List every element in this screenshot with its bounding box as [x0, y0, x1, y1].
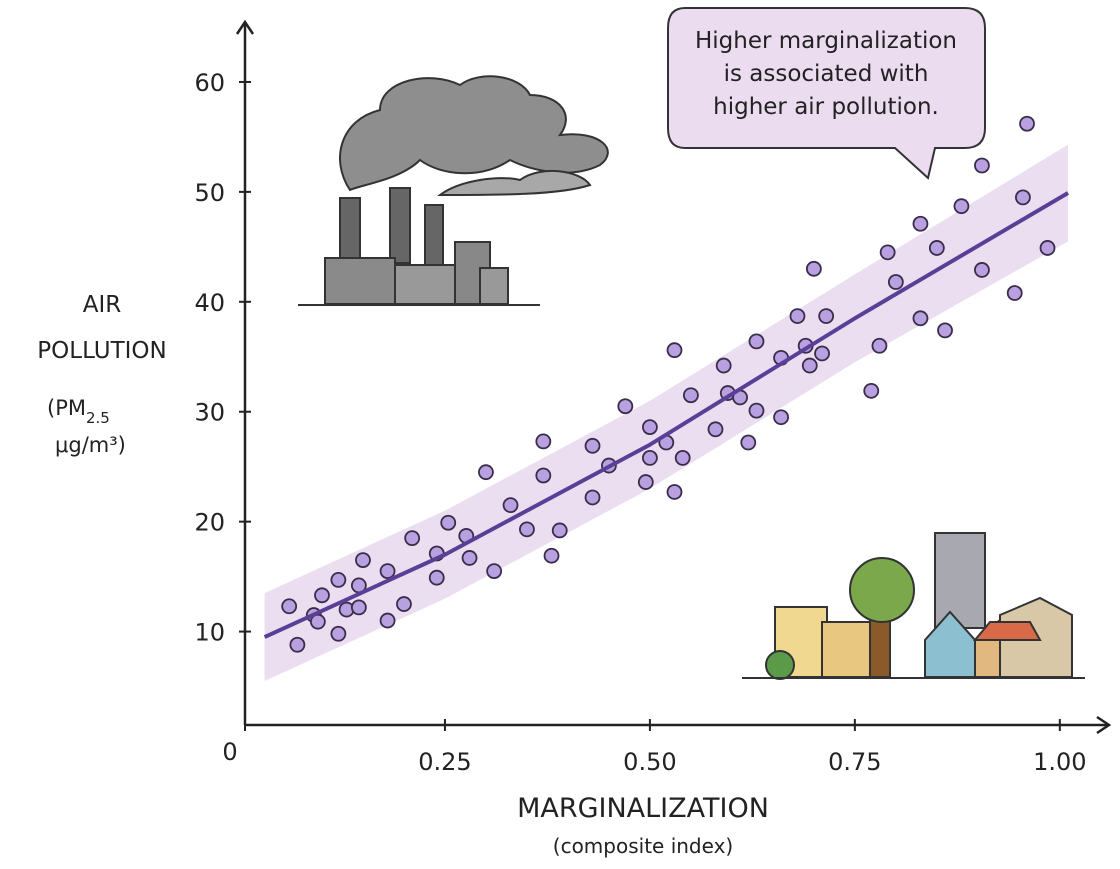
- y-tick-label: 20: [194, 509, 225, 537]
- x-tick-label: 0.75: [828, 748, 881, 776]
- data-point: [814, 345, 830, 362]
- data-point: [1006, 285, 1023, 301]
- data-point: [350, 599, 367, 616]
- data-point: [478, 464, 494, 481]
- data-point: [863, 382, 880, 399]
- y-tick-label: 30: [194, 399, 225, 427]
- town-illustration: [742, 532, 1085, 680]
- annotation-text: Higher marginalization: [695, 28, 957, 54]
- data-point: [289, 636, 306, 653]
- data-point: [642, 449, 658, 466]
- data-point: [887, 274, 904, 290]
- data-point: [871, 337, 888, 354]
- data-point: [937, 322, 953, 339]
- y-tick-label: 40: [194, 289, 225, 317]
- data-point: [740, 434, 757, 451]
- data-point: [674, 449, 691, 466]
- data-point: [801, 357, 818, 374]
- x-tick-label: 0: [222, 738, 237, 766]
- data-point: [355, 552, 371, 569]
- data-point: [879, 244, 896, 261]
- y-axis-unit: μg/m³): [55, 433, 126, 457]
- data-point: [440, 514, 457, 531]
- data-point: [535, 433, 552, 450]
- data-point: [535, 467, 552, 484]
- annotation-text: is associated with: [724, 61, 929, 87]
- data-point: [928, 240, 945, 256]
- data-point: [330, 572, 347, 588]
- data-point: [617, 398, 634, 415]
- x-tick-label: 0.50: [623, 748, 676, 776]
- data-point: [379, 563, 396, 580]
- data-point: [715, 357, 732, 374]
- data-point: [314, 587, 330, 604]
- speech-bubble: [667, 7, 986, 180]
- data-point: [551, 522, 568, 539]
- data-point: [974, 157, 990, 174]
- y-axis-label: AIR: [83, 292, 122, 318]
- trend-line: [263, 191, 1070, 639]
- data-point: [584, 437, 601, 454]
- data-point: [773, 409, 789, 426]
- data-point: [974, 262, 990, 278]
- y-tick-label: 50: [194, 179, 225, 207]
- data-point: [912, 310, 929, 327]
- data-point: [912, 215, 929, 232]
- y-unit-part: 2.5: [86, 409, 110, 427]
- y-tick-label: 10: [194, 619, 225, 647]
- data-point: [486, 563, 503, 580]
- data-point: [805, 260, 822, 277]
- data-point: [379, 612, 396, 629]
- confidence-band: [264, 144, 1069, 682]
- annotation-text: higher air pollution.: [713, 94, 939, 120]
- data-point: [748, 402, 765, 419]
- x-tick-label: 0.25: [418, 748, 471, 776]
- x-axis-arrow: [1096, 715, 1112, 735]
- data-point: [666, 484, 683, 500]
- data-point: [748, 333, 765, 350]
- factory-illustration: [298, 75, 609, 306]
- data-point: [666, 342, 683, 359]
- x-axis-sublabel: (composite index): [553, 834, 733, 858]
- data-point: [789, 308, 806, 324]
- x-tick-label: 1.00: [1033, 748, 1086, 776]
- data-point: [502, 497, 519, 514]
- data-point: [543, 547, 560, 564]
- data-point: [707, 421, 724, 438]
- data-point: [1015, 189, 1031, 206]
- y-axis-label: POLLUTION: [37, 338, 166, 364]
- data-point: [404, 530, 421, 547]
- y-unit-part: (PM: [47, 396, 86, 420]
- data-point: [519, 521, 535, 538]
- data-point: [642, 419, 658, 436]
- data-point: [1039, 240, 1056, 256]
- data-point: [818, 308, 835, 324]
- y-axis-unit: (PM2.5: [47, 396, 110, 427]
- data-point: [330, 625, 347, 642]
- data-point: [637, 474, 654, 490]
- y-tick-label: 60: [194, 69, 225, 97]
- data-point: [584, 489, 601, 506]
- data-point: [428, 569, 445, 586]
- data-point: [1019, 115, 1035, 132]
- data-point: [682, 387, 699, 404]
- x-axis-label: MARGINALIZATION: [517, 793, 769, 824]
- data-point: [396, 596, 412, 612]
- data-point: [281, 598, 298, 615]
- data-point: [953, 198, 970, 215]
- data-point: [461, 550, 478, 566]
- y-axis-arrow: [235, 19, 255, 35]
